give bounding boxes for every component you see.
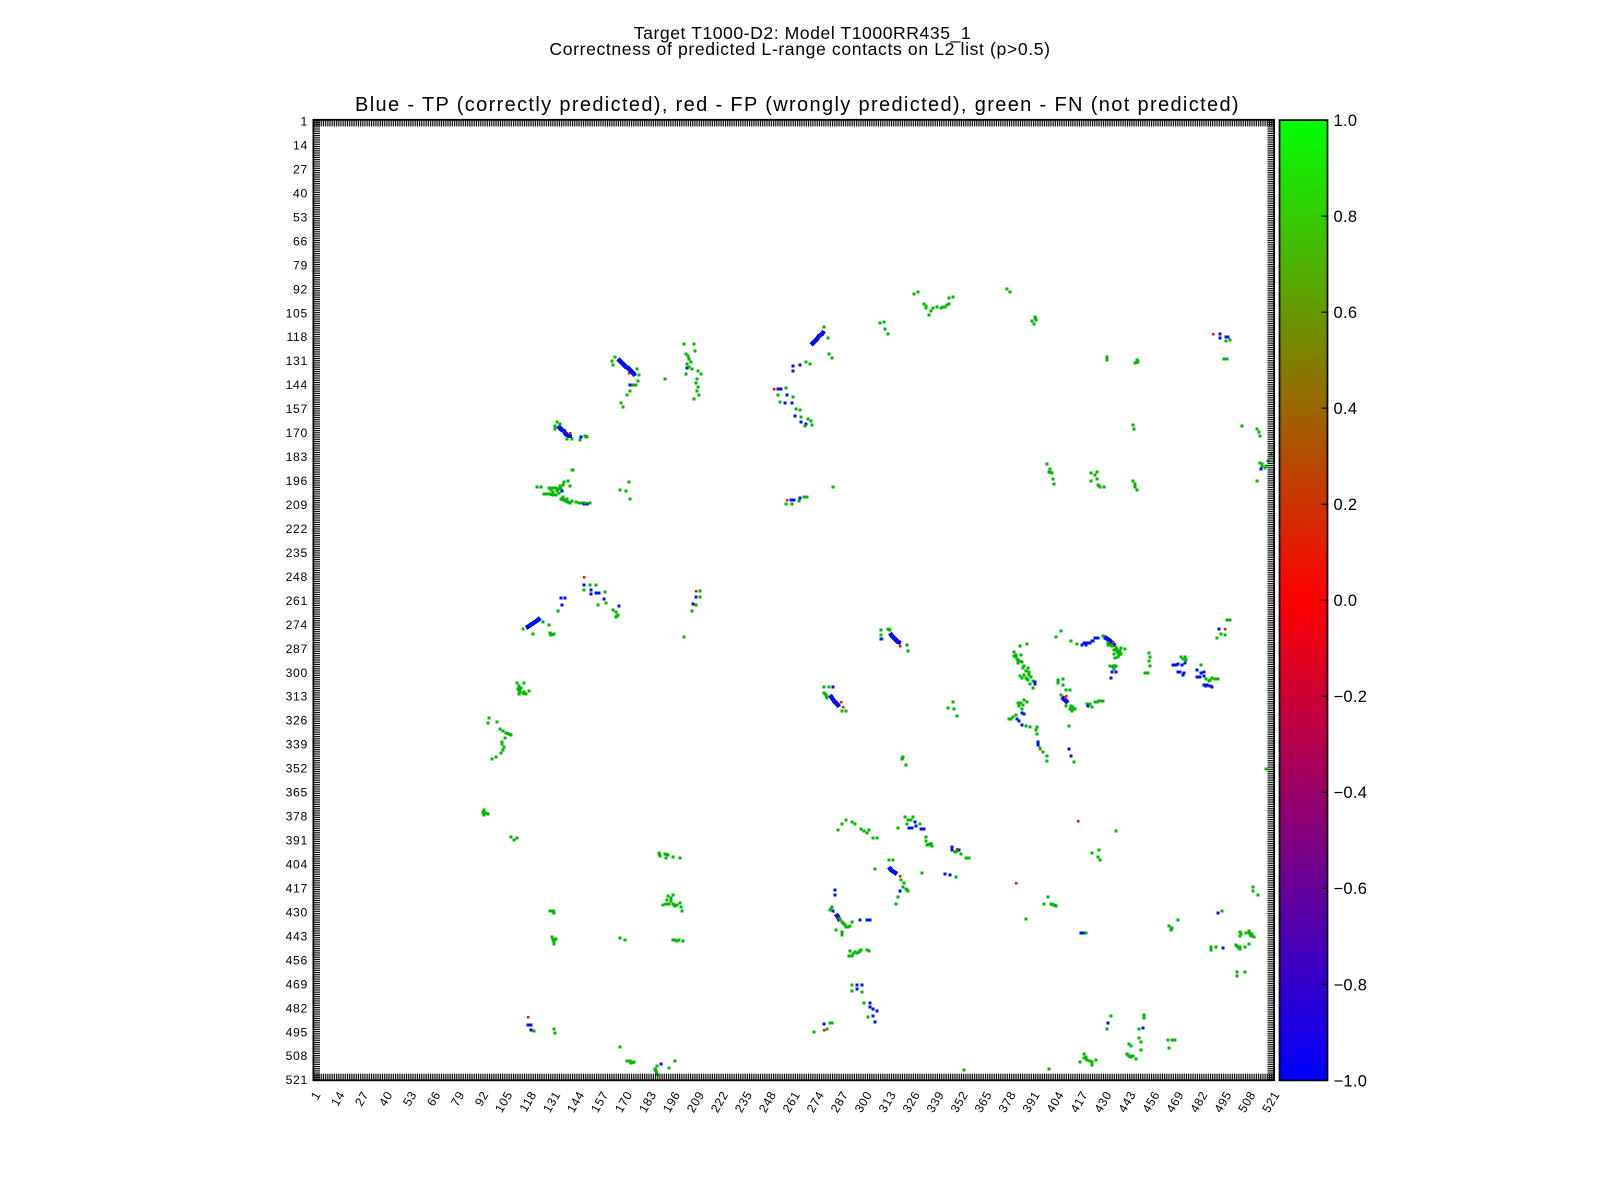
svg-text:144: 144 <box>564 1089 587 1115</box>
svg-text:−0.4: −0.4 <box>1334 784 1368 802</box>
svg-text:0.2: 0.2 <box>1334 496 1358 514</box>
svg-text:261: 261 <box>780 1089 803 1115</box>
svg-text:222: 222 <box>286 522 308 536</box>
svg-text:79: 79 <box>293 258 308 272</box>
svg-text:391: 391 <box>286 834 308 848</box>
svg-text:404: 404 <box>286 857 308 871</box>
svg-text:144: 144 <box>286 378 308 392</box>
svg-text:131: 131 <box>540 1089 563 1115</box>
svg-text:14: 14 <box>328 1089 348 1109</box>
svg-text:1: 1 <box>301 115 308 129</box>
svg-text:157: 157 <box>286 402 308 416</box>
svg-text:0.8: 0.8 <box>1334 208 1358 226</box>
svg-text:27: 27 <box>352 1089 372 1109</box>
svg-text:183: 183 <box>286 450 308 464</box>
svg-text:287: 287 <box>828 1089 851 1115</box>
svg-text:443: 443 <box>1116 1089 1139 1115</box>
svg-text:40: 40 <box>376 1089 396 1109</box>
svg-text:378: 378 <box>286 810 308 824</box>
svg-text:352: 352 <box>948 1089 971 1115</box>
svg-text:66: 66 <box>293 234 308 248</box>
svg-text:248: 248 <box>286 570 308 584</box>
svg-text:274: 274 <box>804 1089 827 1115</box>
svg-text:482: 482 <box>286 1001 308 1015</box>
svg-text:274: 274 <box>286 618 308 632</box>
svg-text:521: 521 <box>286 1073 308 1087</box>
svg-text:1.0: 1.0 <box>1334 112 1358 130</box>
svg-text:170: 170 <box>286 426 308 440</box>
svg-text:482: 482 <box>1187 1089 1210 1115</box>
svg-text:0.6: 0.6 <box>1334 304 1358 322</box>
svg-text:235: 235 <box>286 546 308 560</box>
svg-text:40: 40 <box>293 186 308 200</box>
svg-text:378: 378 <box>996 1089 1019 1115</box>
svg-text:196: 196 <box>660 1089 683 1115</box>
svg-text:1: 1 <box>308 1089 324 1102</box>
svg-text:313: 313 <box>876 1089 899 1115</box>
svg-text:209: 209 <box>286 498 308 512</box>
svg-text:365: 365 <box>286 786 308 800</box>
svg-text:339: 339 <box>286 738 308 752</box>
svg-text:−0.8: −0.8 <box>1334 976 1368 994</box>
svg-text:326: 326 <box>286 714 308 728</box>
svg-text:105: 105 <box>286 306 308 320</box>
svg-text:170: 170 <box>612 1089 635 1115</box>
svg-text:495: 495 <box>1211 1089 1234 1115</box>
svg-text:404: 404 <box>1044 1089 1067 1115</box>
svg-text:131: 131 <box>286 354 308 368</box>
svg-text:326: 326 <box>900 1089 923 1115</box>
svg-text:92: 92 <box>293 282 308 296</box>
svg-text:443: 443 <box>286 929 308 943</box>
svg-text:417: 417 <box>286 881 308 895</box>
svg-text:508: 508 <box>1235 1089 1258 1115</box>
svg-text:300: 300 <box>286 666 308 680</box>
svg-text:0.0: 0.0 <box>1334 592 1358 610</box>
svg-text:313: 313 <box>286 690 308 704</box>
svg-text:183: 183 <box>636 1089 659 1115</box>
svg-text:469: 469 <box>286 977 308 991</box>
svg-text:209: 209 <box>684 1089 707 1115</box>
svg-text:300: 300 <box>852 1089 875 1115</box>
svg-text:14: 14 <box>293 138 308 152</box>
svg-text:53: 53 <box>400 1089 420 1109</box>
svg-text:66: 66 <box>424 1089 444 1109</box>
svg-text:339: 339 <box>924 1089 947 1115</box>
svg-text:222: 222 <box>708 1089 731 1115</box>
svg-text:−0.6: −0.6 <box>1334 880 1368 898</box>
svg-text:105: 105 <box>492 1089 515 1115</box>
svg-text:456: 456 <box>286 953 308 967</box>
svg-text:352: 352 <box>286 762 308 776</box>
svg-text:430: 430 <box>286 905 308 919</box>
svg-text:−1.0: −1.0 <box>1334 1072 1368 1090</box>
svg-text:79: 79 <box>448 1089 468 1109</box>
svg-text:118: 118 <box>286 330 308 344</box>
svg-text:456: 456 <box>1139 1089 1162 1115</box>
svg-text:53: 53 <box>293 210 308 224</box>
svg-text:248: 248 <box>756 1089 779 1115</box>
svg-text:27: 27 <box>293 162 308 176</box>
svg-text:−0.2: −0.2 <box>1334 688 1368 706</box>
svg-text:430: 430 <box>1092 1089 1115 1115</box>
svg-text:118: 118 <box>517 1089 540 1115</box>
svg-text:235: 235 <box>732 1089 755 1115</box>
svg-text:417: 417 <box>1068 1089 1091 1115</box>
svg-text:92: 92 <box>472 1089 492 1109</box>
svg-text:261: 261 <box>286 594 308 608</box>
svg-text:508: 508 <box>286 1049 308 1063</box>
svg-text:196: 196 <box>286 474 308 488</box>
svg-text:157: 157 <box>588 1089 611 1115</box>
svg-text:391: 391 <box>1020 1089 1043 1115</box>
svg-text:469: 469 <box>1163 1089 1186 1115</box>
svg-text:521: 521 <box>1259 1089 1282 1115</box>
svg-text:0.4: 0.4 <box>1334 400 1358 418</box>
svg-text:495: 495 <box>286 1025 308 1039</box>
svg-text:365: 365 <box>972 1089 995 1115</box>
svg-text:287: 287 <box>286 642 308 656</box>
